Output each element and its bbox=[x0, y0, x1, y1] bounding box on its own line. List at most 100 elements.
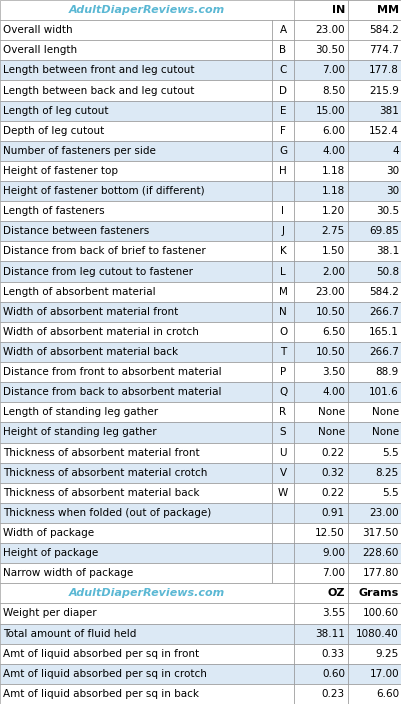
Bar bbox=[0, 201, 271, 221]
Bar bbox=[0, 603, 293, 624]
Bar bbox=[271, 402, 293, 422]
Bar bbox=[271, 362, 293, 382]
Bar bbox=[271, 322, 293, 342]
Bar bbox=[0, 282, 271, 302]
Bar bbox=[271, 483, 293, 503]
Bar bbox=[271, 141, 293, 161]
Text: 0.60: 0.60 bbox=[321, 669, 344, 679]
Bar bbox=[347, 221, 401, 241]
Text: Narrow width of package: Narrow width of package bbox=[3, 568, 133, 578]
Bar bbox=[271, 523, 293, 543]
Text: 69.85: 69.85 bbox=[368, 226, 398, 237]
Text: H: H bbox=[278, 166, 286, 176]
Bar bbox=[0, 463, 271, 483]
Bar bbox=[347, 443, 401, 463]
Bar bbox=[271, 422, 293, 443]
Bar bbox=[347, 0, 401, 20]
Text: 1.20: 1.20 bbox=[321, 206, 344, 216]
Bar bbox=[293, 302, 347, 322]
Text: 88.9: 88.9 bbox=[375, 367, 398, 377]
Text: 177.80: 177.80 bbox=[362, 568, 398, 578]
Bar bbox=[293, 261, 347, 282]
Text: Thickness of absorbent material front: Thickness of absorbent material front bbox=[3, 448, 199, 458]
Text: MM: MM bbox=[376, 5, 398, 15]
Text: N: N bbox=[278, 307, 286, 317]
Bar bbox=[293, 664, 347, 684]
Bar bbox=[293, 201, 347, 221]
Bar bbox=[271, 302, 293, 322]
Bar bbox=[347, 101, 401, 120]
Bar bbox=[347, 463, 401, 483]
Text: 177.8: 177.8 bbox=[368, 65, 398, 75]
Text: Height of fastener top: Height of fastener top bbox=[3, 166, 118, 176]
Text: 9.00: 9.00 bbox=[321, 548, 344, 558]
Bar bbox=[0, 664, 293, 684]
Text: 100.60: 100.60 bbox=[362, 608, 398, 619]
Bar bbox=[271, 443, 293, 463]
Bar bbox=[0, 503, 271, 523]
Bar bbox=[0, 40, 271, 61]
Bar bbox=[0, 643, 293, 664]
Text: OZ: OZ bbox=[327, 589, 344, 598]
Bar bbox=[271, 20, 293, 40]
Bar bbox=[293, 624, 347, 643]
Bar bbox=[293, 503, 347, 523]
Text: Length between front and leg cutout: Length between front and leg cutout bbox=[3, 65, 194, 75]
Text: 1080.40: 1080.40 bbox=[355, 629, 398, 639]
Text: None: None bbox=[317, 408, 344, 417]
Text: None: None bbox=[371, 427, 398, 437]
Text: 12.50: 12.50 bbox=[314, 528, 344, 538]
Text: 23.00: 23.00 bbox=[315, 287, 344, 296]
Text: Width of package: Width of package bbox=[3, 528, 94, 538]
Text: 584.2: 584.2 bbox=[368, 287, 398, 296]
Text: Width of absorbent material front: Width of absorbent material front bbox=[3, 307, 178, 317]
Text: Thickness when folded (out of package): Thickness when folded (out of package) bbox=[3, 508, 211, 518]
Text: I: I bbox=[281, 206, 284, 216]
Bar bbox=[347, 322, 401, 342]
Bar bbox=[271, 120, 293, 141]
Bar bbox=[347, 141, 401, 161]
Text: Overall width: Overall width bbox=[3, 25, 73, 35]
Bar bbox=[0, 402, 271, 422]
Bar bbox=[293, 362, 347, 382]
Text: Width of absorbent material in crotch: Width of absorbent material in crotch bbox=[3, 327, 198, 337]
Bar bbox=[347, 241, 401, 261]
Text: 152.4: 152.4 bbox=[368, 126, 398, 136]
Text: 4.00: 4.00 bbox=[321, 146, 344, 156]
Text: IN: IN bbox=[331, 5, 344, 15]
Bar bbox=[271, 543, 293, 563]
Bar bbox=[0, 563, 271, 584]
Bar bbox=[0, 20, 271, 40]
Text: T: T bbox=[279, 347, 286, 357]
Text: 266.7: 266.7 bbox=[368, 307, 398, 317]
Text: 0.22: 0.22 bbox=[321, 448, 344, 458]
Text: W: W bbox=[277, 488, 288, 498]
Text: Thickness of absorbent material back: Thickness of absorbent material back bbox=[3, 488, 199, 498]
Bar bbox=[293, 603, 347, 624]
Bar bbox=[293, 181, 347, 201]
Text: Distance from back of brief to fastener: Distance from back of brief to fastener bbox=[3, 246, 205, 256]
Bar bbox=[0, 624, 293, 643]
Text: None: None bbox=[317, 427, 344, 437]
Bar bbox=[347, 261, 401, 282]
Bar bbox=[347, 80, 401, 101]
Bar bbox=[293, 443, 347, 463]
Bar bbox=[347, 483, 401, 503]
Text: Amt of liquid absorbed per sq in front: Amt of liquid absorbed per sq in front bbox=[3, 648, 198, 659]
Text: Length of fasteners: Length of fasteners bbox=[3, 206, 104, 216]
Bar bbox=[347, 20, 401, 40]
Text: 774.7: 774.7 bbox=[368, 45, 398, 56]
Bar bbox=[0, 382, 271, 402]
Text: 165.1: 165.1 bbox=[368, 327, 398, 337]
Bar bbox=[293, 523, 347, 543]
Text: 6.00: 6.00 bbox=[321, 126, 344, 136]
Text: U: U bbox=[279, 448, 286, 458]
Text: D: D bbox=[278, 85, 286, 96]
Bar bbox=[271, 201, 293, 221]
Bar bbox=[347, 61, 401, 80]
Text: 7.00: 7.00 bbox=[321, 568, 344, 578]
Bar bbox=[271, 80, 293, 101]
Bar bbox=[0, 362, 271, 382]
Bar bbox=[293, 0, 347, 20]
Text: 50.8: 50.8 bbox=[375, 267, 398, 277]
